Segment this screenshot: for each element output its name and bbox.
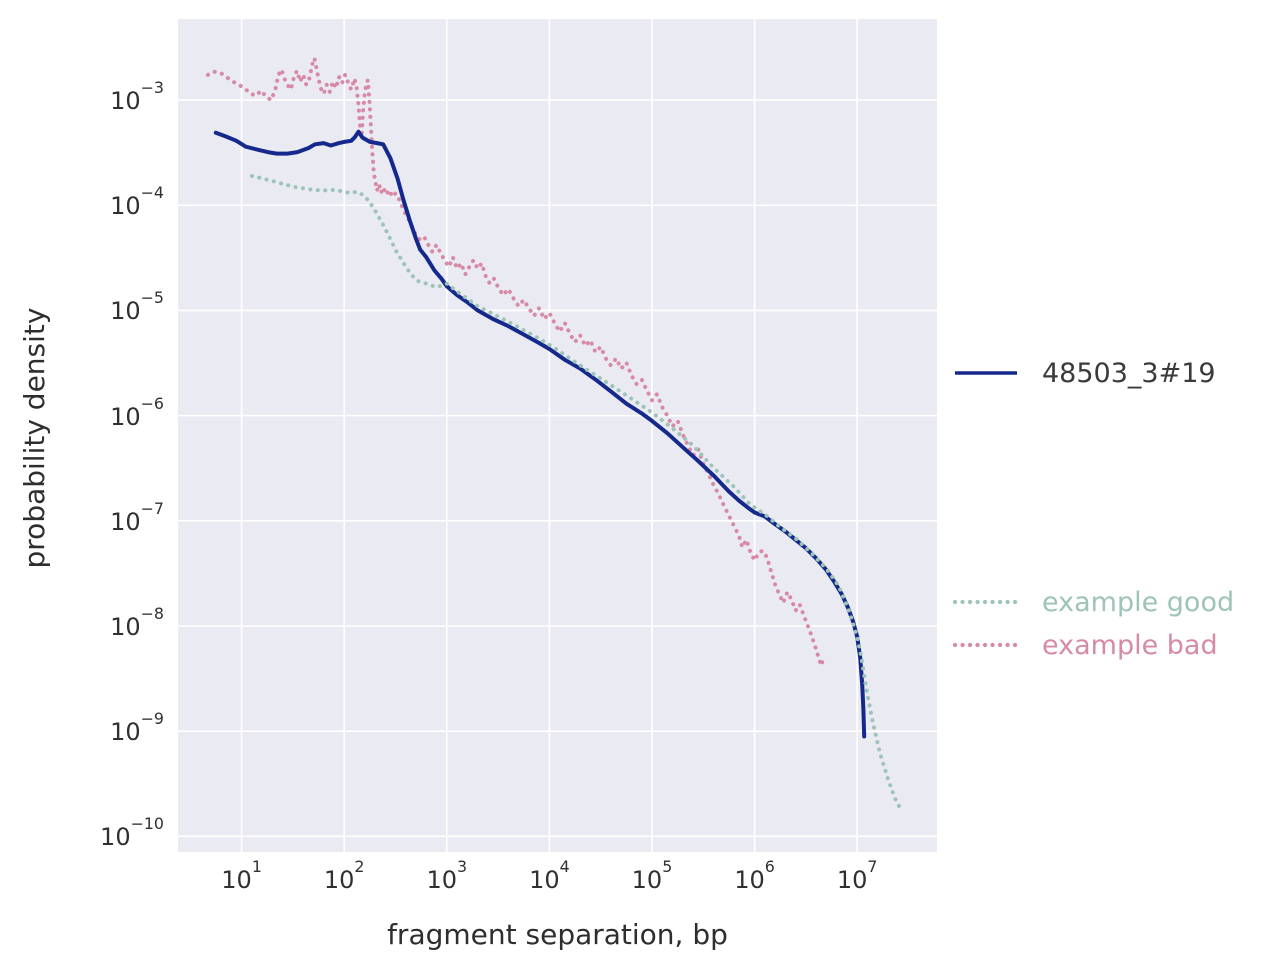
x-tick-label: 103 <box>426 856 468 894</box>
legend-line-example-bad-icon <box>952 642 1020 648</box>
series-line-48503-3-19 <box>213 129 867 739</box>
legend-item-sample: 48503_3#19 <box>952 357 1216 389</box>
series-line-example-good <box>249 173 905 815</box>
y-tick-label: 10−6 <box>110 393 164 431</box>
legend-label-example-bad: example bad <box>1042 629 1218 661</box>
y-axis-title: probability density <box>18 307 51 569</box>
legend-line-example-good-icon <box>952 599 1020 605</box>
x-tick-label: 101 <box>221 856 262 894</box>
legend-label-example-good: example good <box>1042 586 1235 618</box>
x-tick-label: 107 <box>836 856 878 894</box>
y-tick-label: 10−9 <box>110 709 164 747</box>
x-tick-label: 105 <box>631 856 673 894</box>
x-tick-label: 104 <box>529 856 570 894</box>
y-tick-label: 10−7 <box>110 498 164 536</box>
y-tick-label: 10−4 <box>110 183 164 221</box>
y-tick-label: 10−3 <box>110 77 164 116</box>
y-tick-label: 10−10 <box>100 814 164 852</box>
legend-item-example-good: example good <box>952 586 1234 618</box>
x-axis-title: fragment separation, bp <box>387 918 728 951</box>
legend-item-example-bad: example bad <box>952 629 1218 661</box>
x-tick-label: 106 <box>734 856 775 894</box>
axes-background <box>178 19 937 852</box>
series-line-example-bad <box>205 56 826 668</box>
x-tick-label: 102 <box>323 856 365 894</box>
legend-label-sample: 48503_3#19 <box>1042 357 1216 389</box>
legend-line-sample-icon <box>955 371 1017 375</box>
y-tick-label: 10−8 <box>110 603 164 641</box>
y-tick-label: 10−5 <box>110 288 164 326</box>
